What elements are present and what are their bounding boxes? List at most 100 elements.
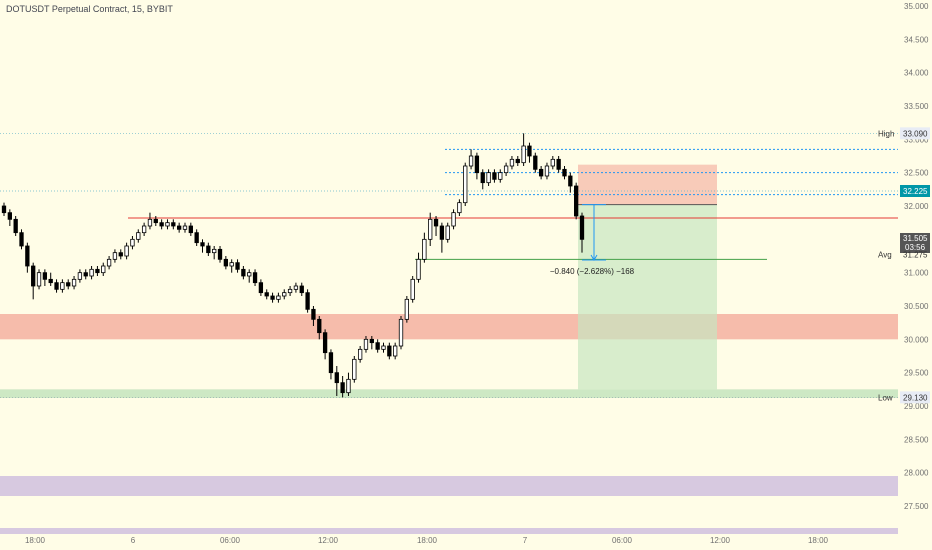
candle-body [538, 168, 544, 177]
candle-body [188, 225, 193, 234]
candle-body [212, 248, 217, 254]
candle-body [357, 348, 363, 360]
candle-body [498, 172, 503, 180]
candle-body [550, 158, 555, 167]
time-tick-label: 6 [131, 536, 136, 545]
candle-body [474, 155, 480, 174]
candle-body [25, 245, 30, 267]
time-axis: 18:00 6 06:00 12:00 18:00 7 06:00 12:00 18:00 [25, 536, 829, 545]
price-tick-label: 31.000 [904, 269, 929, 278]
candle-body [579, 215, 585, 240]
candle-body [54, 282, 59, 290]
candle-body [311, 308, 316, 320]
candle-body [433, 218, 439, 227]
take-profit-box [578, 204, 717, 390]
marker-label: High [878, 129, 894, 138]
candle-body [60, 282, 65, 290]
measure-label: −0.840 (−2.628%) −168 [550, 267, 635, 276]
candle-body [159, 222, 164, 227]
candle-body [346, 378, 351, 394]
candle-body [521, 145, 526, 164]
candle-body [165, 222, 170, 227]
candle-body [182, 225, 188, 230]
candle-body [544, 165, 550, 177]
candle-body [95, 268, 100, 274]
candle-body [317, 318, 322, 334]
candle-body [299, 285, 304, 294]
price-tick-label: 35.000 [904, 2, 929, 11]
candle-body [574, 185, 579, 217]
candle-body [381, 345, 386, 350]
candle-body [235, 262, 240, 270]
price-tick-label: 30.000 [904, 335, 929, 344]
candle-body [463, 165, 468, 204]
candle-body [66, 282, 71, 287]
candle-body [147, 218, 153, 227]
price-tick-label: 33.500 [904, 102, 929, 111]
candle-body [375, 342, 380, 350]
marker-value: 33.090 [903, 129, 928, 138]
candle-body [398, 318, 404, 347]
price-tick-label: 29.000 [904, 402, 929, 411]
marker-badge [900, 127, 930, 140]
time-tick-label: 18:00 [808, 536, 829, 545]
candle-body [176, 225, 182, 230]
candle-body [428, 218, 433, 240]
candle-body [153, 218, 158, 224]
marker-badge [900, 233, 930, 253]
marker-badge [900, 185, 930, 197]
marker-badge [900, 391, 930, 404]
candle-body [194, 232, 199, 244]
candle-body [492, 172, 497, 180]
candle-body [252, 272, 258, 284]
purple-zone-bottom [0, 528, 898, 534]
marker-value: 31.275 [903, 250, 928, 259]
time-tick-label: 12:00 [710, 536, 731, 545]
candle-body [457, 202, 462, 214]
candle-body [352, 358, 357, 380]
candle-body [568, 175, 573, 187]
candle-body [287, 288, 293, 294]
candle-body [101, 265, 106, 274]
candle-body [264, 292, 269, 297]
candle-body [258, 282, 264, 294]
candle-body [527, 145, 532, 157]
candle-body [1, 205, 7, 214]
candle-body [363, 338, 369, 350]
price-tick-label: 32.500 [904, 169, 929, 178]
candle-body [439, 225, 445, 240]
marker-sub: 03:56 [905, 243, 926, 252]
price-tick-label: 27.500 [904, 502, 929, 511]
marker-value: 32.225 [903, 187, 928, 196]
candle-body [270, 295, 275, 300]
candle-body [556, 158, 561, 170]
candle-body [241, 268, 246, 277]
lines-layer [0, 132, 898, 398]
demand-zone [0, 389, 898, 398]
candle-body [83, 272, 88, 277]
time-tick-label: 06:00 [220, 536, 241, 545]
candle-body [533, 155, 538, 170]
candle-body [206, 245, 211, 254]
candle-body [118, 252, 123, 257]
candle-body [404, 298, 409, 320]
marker-label: Avg [878, 250, 892, 259]
candle-body [322, 332, 328, 354]
candle-body [223, 258, 229, 267]
candle-body [451, 212, 456, 227]
candle-body [31, 265, 36, 287]
price-tick-label: 32.000 [904, 202, 929, 211]
price-tick-label: 30.500 [904, 302, 929, 311]
candle-body [106, 258, 112, 267]
marker-value: 29.130 [903, 393, 928, 402]
annotations-layer: −0.840 (−2.628%) −168 [550, 204, 635, 276]
candle-body [19, 232, 24, 247]
candle-body [334, 372, 339, 384]
price-tick-label: 33.000 [904, 135, 929, 144]
candle-body [503, 165, 509, 174]
candle-body [393, 345, 398, 357]
candle-body [369, 338, 374, 344]
candle-body [480, 172, 485, 184]
